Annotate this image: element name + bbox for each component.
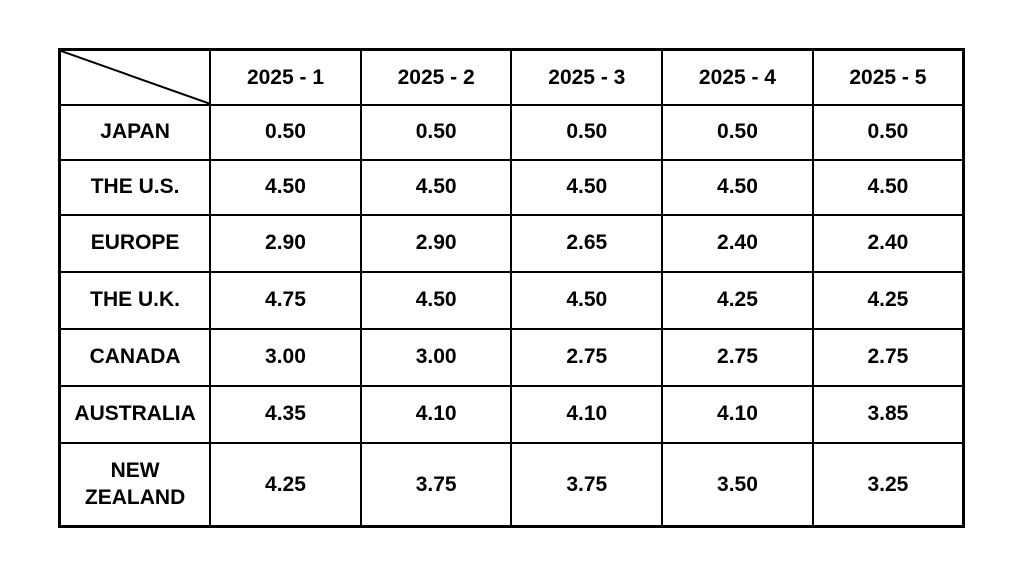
rate-cell: 2.75 [510,327,664,387]
diagonal-line-icon [61,51,210,104]
rate-cell: 4.35 [209,384,362,444]
rate-cell: 2.40 [661,213,814,273]
rate-cell: 4.10 [510,384,664,444]
rate-cell: 4.50 [510,270,664,330]
rate-cell: 3.00 [359,327,513,387]
row-label: JAPAN [58,103,212,161]
row-label: AUSTRALIA [58,384,212,444]
rate-cell: 0.50 [359,103,513,161]
rate-cell: 4.50 [209,158,362,216]
rate-cell: 0.50 [510,103,664,161]
rate-cell: 4.50 [811,158,965,216]
row-label: CANADA [58,327,212,387]
rate-cell: 2.40 [811,213,965,273]
rate-cell: 2.90 [359,213,513,273]
column-header: 2025 - 3 [510,48,664,106]
rate-cell: 3.75 [359,441,513,528]
row-label: THE U.K. [58,270,212,330]
rate-cell: 2.65 [510,213,664,273]
table-row: CANADA 3.00 3.00 2.75 2.75 2.75 [58,327,965,387]
rate-cell: 4.25 [661,270,814,330]
table-row: THE U.S. 4.50 4.50 4.50 4.50 4.50 [58,158,965,216]
interest-rate-table: 2025 - 1 2025 - 2 2025 - 3 2025 - 4 2025 - 5… [58,48,965,528]
table-row: JAPAN 0.50 0.50 0.50 0.50 0.50 [58,103,965,161]
rate-cell: 3.85 [811,384,965,444]
row-label: NEW ZEALAND [58,441,212,528]
rate-cell: 3.75 [510,441,664,528]
table-row: AUSTRALIA 4.35 4.10 4.10 4.10 3.85 [58,384,965,444]
table-body: JAPAN 0.50 0.50 0.50 0.50 0.50 THE U.S. 4.50 4.5… [58,103,965,528]
rate-cell: 2.75 [811,327,965,387]
column-header: 2025 - 4 [661,48,814,106]
rate-cell: 4.25 [811,270,965,330]
row-label: THE U.S. [58,158,212,216]
rate-cell: 2.75 [661,327,814,387]
column-header: 2025 - 5 [811,48,965,106]
row-label: EUROPE [58,213,212,273]
header-row: 2025 - 1 2025 - 2 2025 - 3 2025 - 4 2025 - 5 [58,48,965,106]
rate-cell: 4.50 [359,158,513,216]
rate-cell: 4.10 [359,384,513,444]
table-row: NEW ZEALAND 4.25 3.75 3.75 3.50 3.25 [58,441,965,528]
rate-cell: 0.50 [661,103,814,161]
rate-cell: 4.75 [209,270,362,330]
rate-cell: 4.10 [661,384,814,444]
column-header: 2025 - 1 [209,48,362,106]
corner-cell [58,48,212,106]
rate-cell: 4.50 [359,270,513,330]
column-header: 2025 - 2 [359,48,513,106]
table-row: EUROPE 2.90 2.90 2.65 2.40 2.40 [58,213,965,273]
rate-cell: 3.00 [209,327,362,387]
rate-cell: 4.50 [661,158,814,216]
rate-cell: 4.25 [209,441,362,528]
rate-cell: 0.50 [811,103,965,161]
rate-cell: 3.50 [661,441,814,528]
rate-cell: 2.90 [209,213,362,273]
rate-cell: 0.50 [209,103,362,161]
rate-cell: 4.50 [510,158,664,216]
table-row: THE U.K. 4.75 4.50 4.50 4.25 4.25 [58,270,965,330]
rate-cell: 3.25 [811,441,965,528]
